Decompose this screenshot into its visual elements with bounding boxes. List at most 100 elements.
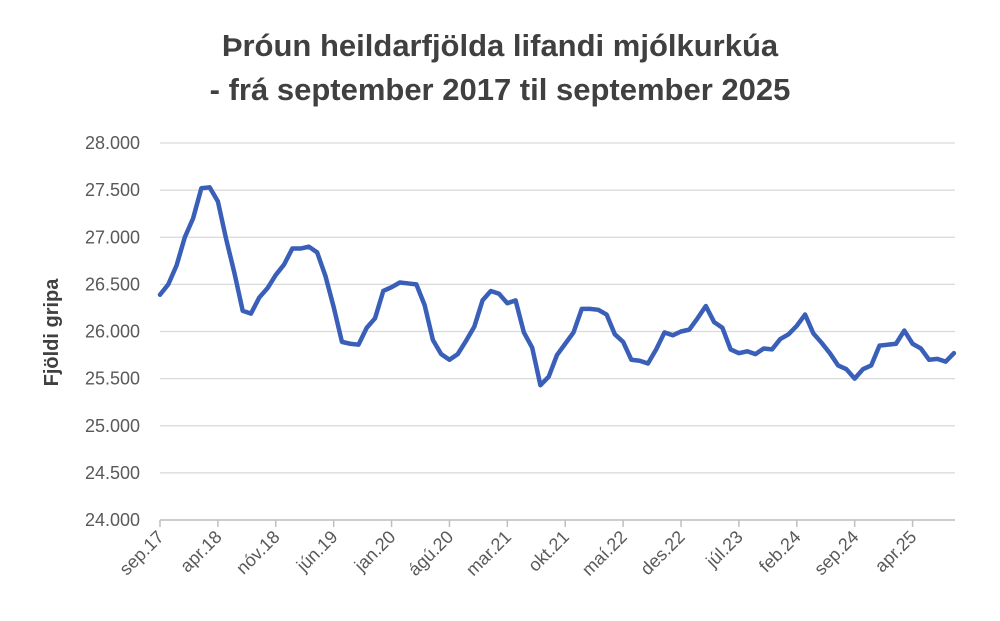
x-tick-label: des.22: [636, 527, 688, 579]
data-point: [646, 362, 650, 366]
data-point: [414, 282, 418, 286]
y-tick-label: 27.000: [85, 227, 140, 247]
data-point: [208, 185, 212, 189]
data-point: [654, 347, 658, 351]
data-point: [199, 186, 203, 190]
x-tick-label: okt.21: [524, 527, 573, 576]
data-point: [390, 285, 394, 289]
data-point: [737, 351, 741, 355]
data-point: [447, 358, 451, 362]
data-point: [505, 301, 509, 305]
data-point: [290, 247, 294, 251]
data-point: [398, 280, 402, 284]
data-point: [431, 338, 435, 342]
y-axis-tick-labels: 24.000 24.500 25.000 25.500 26.000 26.500 27.0…: [85, 133, 140, 530]
x-tick-label: júl.23: [701, 527, 746, 572]
data-point: [423, 303, 427, 307]
data-point: [877, 344, 881, 348]
data-point: [704, 304, 708, 308]
data-point: [638, 359, 642, 363]
data-point: [266, 286, 270, 290]
y-tick-label: 27.500: [85, 180, 140, 200]
data-point: [348, 342, 352, 346]
y-axis-label: Fjöldi gripa: [41, 278, 63, 387]
data-point: [811, 331, 815, 335]
data-point: [166, 282, 170, 286]
data-point: [257, 296, 261, 300]
data-point: [687, 328, 691, 332]
data-point: [869, 363, 873, 367]
chart-title-line-1: Þróun heildarfjölda lifandi mjólkurkúa: [221, 28, 779, 63]
data-point: [183, 235, 187, 239]
data-point: [762, 346, 766, 350]
y-tick-label: 28.000: [85, 133, 140, 153]
data-point: [224, 237, 228, 241]
chart-title-line-2: - frá september 2017 til september 2025: [209, 72, 791, 107]
data-point: [563, 342, 567, 346]
data-point: [844, 367, 848, 371]
gridlines: [160, 142, 955, 521]
data-point: [356, 343, 360, 347]
data-point: [514, 298, 518, 302]
y-tick-label: 25.500: [85, 369, 140, 389]
data-point: [158, 293, 162, 297]
data-point: [439, 352, 443, 356]
x-tick-label: sep.17: [115, 527, 167, 579]
data-point: [497, 292, 501, 296]
data-point: [919, 346, 923, 350]
y-tick-label: 26.500: [85, 274, 140, 294]
data-point: [282, 263, 286, 267]
data-point: [803, 313, 807, 317]
data-point: [323, 274, 327, 278]
x-tick-label: maí.22: [578, 527, 631, 580]
data-point: [547, 375, 551, 379]
data-point: [481, 298, 485, 302]
data-point: [944, 360, 948, 364]
data-point: [299, 247, 303, 251]
data-point: [530, 346, 534, 350]
x-tick-label: ágú.20: [404, 527, 457, 580]
data-point: [729, 347, 733, 351]
data-point: [853, 377, 857, 381]
data-point: [216, 199, 220, 203]
y-tick-label: 25.000: [85, 416, 140, 436]
data-point: [613, 332, 617, 336]
data-point: [720, 326, 724, 330]
data-point: [249, 312, 253, 316]
data-point: [588, 307, 592, 311]
series-points: [158, 185, 956, 387]
data-point: [770, 347, 774, 351]
data-point: [894, 342, 898, 346]
chart-title: Þróun heildarfjölda lifandi mjólkurkúa -…: [0, 24, 1000, 112]
y-tick-label: 24.000: [85, 510, 140, 530]
data-point: [712, 320, 716, 324]
data-point: [753, 352, 757, 356]
x-tick-label: feb.24: [755, 527, 805, 577]
data-point: [332, 305, 336, 309]
x-tick-label: apr.25: [871, 527, 921, 577]
x-tick-label: nóv.18: [232, 527, 283, 578]
data-point: [596, 308, 600, 312]
data-point: [406, 281, 410, 285]
data-point: [836, 363, 840, 367]
data-point: [489, 289, 493, 293]
data-point: [373, 316, 377, 320]
x-axis-ticks: sep.17 apr.18 nóv.18 jún.19 jan.20 ágú.20 mar.…: [115, 520, 920, 580]
data-point: [935, 357, 939, 361]
data-point: [629, 358, 633, 362]
data-point: [522, 330, 526, 334]
data-point: [861, 367, 865, 371]
x-tick-label: jún.19: [292, 527, 342, 577]
data-point: [580, 307, 584, 311]
data-point: [555, 353, 559, 357]
y-tick-label: 24.500: [85, 463, 140, 483]
data-point: [464, 339, 468, 343]
data-point: [902, 329, 906, 333]
data-point: [472, 325, 476, 329]
data-point: [696, 316, 700, 320]
data-point: [572, 330, 576, 334]
data-point: [828, 351, 832, 355]
data-point: [911, 342, 915, 346]
data-point: [671, 333, 675, 337]
